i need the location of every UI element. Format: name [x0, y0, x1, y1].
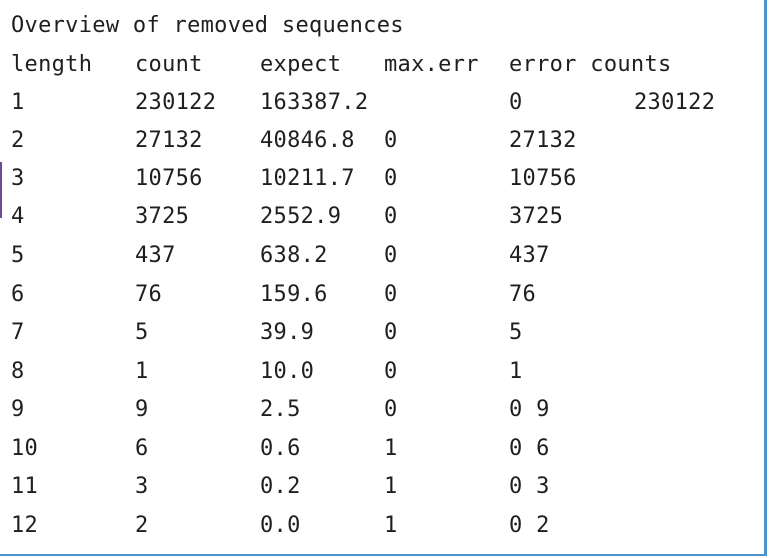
cell-error-counts: 0 6	[509, 436, 550, 461]
cell-error-counts: 5	[509, 320, 523, 345]
cell-count: 3	[135, 474, 149, 499]
header-expect: expect	[260, 52, 342, 77]
table-row: 12 2 0.0 1 0 2	[0, 513, 760, 551]
cell-length: 8	[11, 359, 25, 384]
cell-count: 1	[135, 359, 149, 384]
cell-max-err: 0	[384, 282, 398, 307]
cell-max-err: 1	[384, 436, 398, 461]
cell-error-counts: 437	[509, 243, 550, 268]
header-max-err: max.err	[384, 52, 479, 77]
cell-error-counts: 3725	[509, 204, 564, 229]
cell-max-err: 0	[384, 243, 398, 268]
cell-count: 2	[135, 513, 149, 538]
cell-expect: 2.5	[260, 397, 301, 422]
cell-max-err: 0	[384, 128, 398, 153]
cell-length: 2	[11, 128, 25, 153]
cell-count: 76	[135, 282, 163, 307]
table-row: 10 6 0.6 1 0 6	[0, 436, 760, 474]
cell-error-counts: 0	[509, 90, 523, 115]
table-row: 3 10756 10211.7 0 10756	[0, 166, 760, 204]
cell-expect: 0.2	[260, 474, 301, 499]
cell-length: 12	[11, 513, 39, 538]
cell-expect: 638.2	[260, 243, 328, 268]
cell-length: 6	[11, 282, 25, 307]
cell-max-err: 0	[384, 397, 398, 422]
cell-count: 27132	[135, 128, 203, 153]
table-row: 4 3725 2552.9 0 3725	[0, 204, 760, 242]
cell-length: 10	[11, 436, 39, 461]
cell-error-counts: 0 2	[509, 513, 550, 538]
header-count: count	[135, 52, 203, 77]
cell-length: 11	[11, 474, 39, 499]
cell-count: 6	[135, 436, 149, 461]
header-error-counts: error counts	[509, 52, 672, 77]
cell-extra-count: 230122	[634, 90, 716, 115]
table-row: 11 3 0.2 1 0 3	[0, 474, 760, 512]
page-title: Overview of removed sequences	[11, 13, 404, 38]
cell-length: 1	[11, 90, 25, 115]
table-row: 5 437 638.2 0 437	[0, 243, 760, 281]
cell-error-counts: 0 3	[509, 474, 550, 499]
table-row: 8 1 10.0 0 1	[0, 359, 760, 397]
cell-expect: 10.0	[260, 359, 315, 384]
cell-error-counts: 1	[509, 359, 523, 384]
cell-expect: 39.9	[260, 320, 315, 345]
table-row: 2 27132 40846.8 0 27132	[0, 128, 760, 166]
cell-expect: 2552.9	[260, 204, 342, 229]
left-edge-marker	[0, 162, 2, 218]
cell-count: 5	[135, 320, 149, 345]
cell-length: 5	[11, 243, 25, 268]
header-length: length	[11, 52, 93, 77]
table-row: 7 5 39.9 0 5	[0, 320, 760, 358]
cell-max-err: 0	[384, 320, 398, 345]
cell-expect: 10211.7	[260, 166, 355, 191]
cell-count: 230122	[135, 90, 217, 115]
cell-max-err: 0	[384, 166, 398, 191]
cell-expect: 40846.8	[260, 128, 355, 153]
cell-expect: 0.6	[260, 436, 301, 461]
table-header-row: length count expect max.err error counts	[0, 52, 760, 90]
cell-max-err: 0	[384, 204, 398, 229]
cell-length: 7	[11, 320, 25, 345]
cell-error-counts: 10756	[509, 166, 577, 191]
cell-length: 3	[11, 166, 25, 191]
cell-length: 9	[11, 397, 25, 422]
cell-max-err: 0	[384, 359, 398, 384]
cell-count: 3725	[135, 204, 190, 229]
cell-error-counts: 27132	[509, 128, 577, 153]
cell-expect: 163387.2	[260, 90, 369, 115]
cell-count: 10756	[135, 166, 203, 191]
cell-error-counts: 76	[509, 282, 537, 307]
table-row: 9 9 2.5 0 0 9	[0, 397, 760, 435]
cell-error-counts: 0 9	[509, 397, 550, 422]
table-row: 6 76 159.6 0 76	[0, 282, 760, 320]
cell-count: 9	[135, 397, 149, 422]
cell-count: 437	[135, 243, 176, 268]
cell-expect: 159.6	[260, 282, 328, 307]
cell-max-err: 1	[384, 513, 398, 538]
cell-expect: 0.0	[260, 513, 301, 538]
cell-length: 4	[11, 204, 25, 229]
cell-max-err: 1	[384, 474, 398, 499]
table-row: 1 230122 163387.2 0 230122	[0, 90, 760, 128]
